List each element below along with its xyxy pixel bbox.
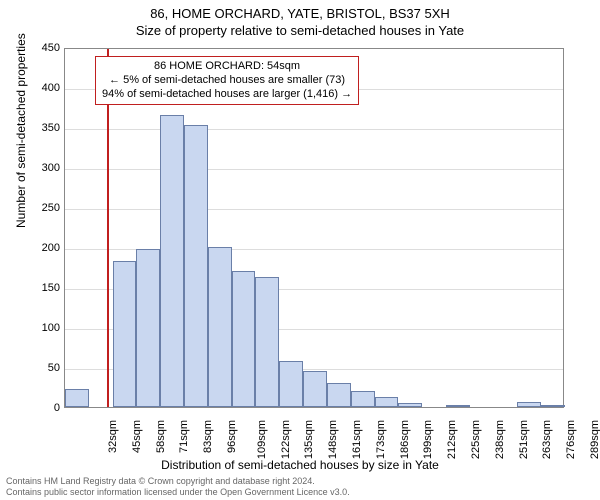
xtick-label: 71sqm [178,420,190,453]
histogram-bar [255,277,279,407]
gridline-h [65,129,563,130]
annotation-line1: 86 HOME ORCHARD: 54sqm [102,60,352,74]
ytick-label: 50 [30,362,60,374]
histogram-bar [398,403,422,407]
ytick-label: 450 [30,42,60,54]
xtick-label: 173sqm [375,420,387,459]
gridline-h [65,169,563,170]
annotation-box: 86 HOME ORCHARD: 54sqm ← 5% of semi-deta… [95,56,359,105]
xtick-label: 161sqm [351,420,363,459]
x-axis-label: Distribution of semi-detached houses by … [0,458,600,472]
histogram-bar [136,249,160,407]
xtick-label: 199sqm [423,420,435,459]
xtick-label: 83sqm [202,420,214,453]
footer-line2: Contains public sector information licen… [6,487,594,498]
title-subtitle: Size of property relative to semi-detach… [0,23,600,40]
xtick-label: 58sqm [155,420,167,453]
xtick-label: 96sqm [226,420,238,453]
xtick-label: 148sqm [327,420,339,459]
histogram-bar [446,405,470,407]
xtick-label: 122sqm [280,420,292,459]
xtick-label: 135sqm [304,420,316,459]
xtick-label: 289sqm [589,420,600,459]
histogram-bar [303,371,327,407]
xtick-label: 238sqm [494,420,506,459]
xtick-label: 225sqm [470,420,482,459]
ytick-label: 400 [30,82,60,94]
annotation-line3: 94% of semi-detached houses are larger (… [102,88,352,102]
xtick-label: 263sqm [542,420,554,459]
histogram-bar [541,405,565,407]
histogram-bar [375,397,399,407]
ytick-label: 150 [30,282,60,294]
chart-title-block: 86, HOME ORCHARD, YATE, BRISTOL, BS37 5X… [0,0,600,40]
ytick-label: 200 [30,242,60,254]
histogram-bar [160,115,184,407]
xtick-label: 212sqm [446,420,458,459]
footer-attribution: Contains HM Land Registry data © Crown c… [6,476,594,498]
title-address: 86, HOME ORCHARD, YATE, BRISTOL, BS37 5X… [0,6,600,23]
histogram-bar [184,125,208,407]
xtick-label: 251sqm [518,420,530,459]
xtick-label: 32sqm [107,420,119,453]
histogram-bar [517,402,541,407]
ytick-label: 300 [30,162,60,174]
xtick-label: 186sqm [399,420,411,459]
footer-line1: Contains HM Land Registry data © Crown c… [6,476,594,487]
histogram-bar [279,361,303,407]
ytick-label: 100 [30,322,60,334]
histogram-bar [65,389,89,407]
histogram-bar [113,261,137,407]
ytick-label: 350 [30,122,60,134]
histogram-bar [232,271,256,407]
histogram-bar [208,247,232,407]
gridline-h [65,209,563,210]
y-axis-label: Number of semi-detached properties [14,33,28,228]
ytick-label: 250 [30,202,60,214]
histogram-bar [351,391,375,407]
ytick-label: 0 [30,402,60,414]
xtick-label: 276sqm [565,420,577,459]
histogram-bar [327,383,351,407]
annotation-line2: ← 5% of semi-detached houses are smaller… [102,74,352,88]
xtick-label: 109sqm [256,420,268,459]
xtick-label: 45sqm [131,420,143,453]
